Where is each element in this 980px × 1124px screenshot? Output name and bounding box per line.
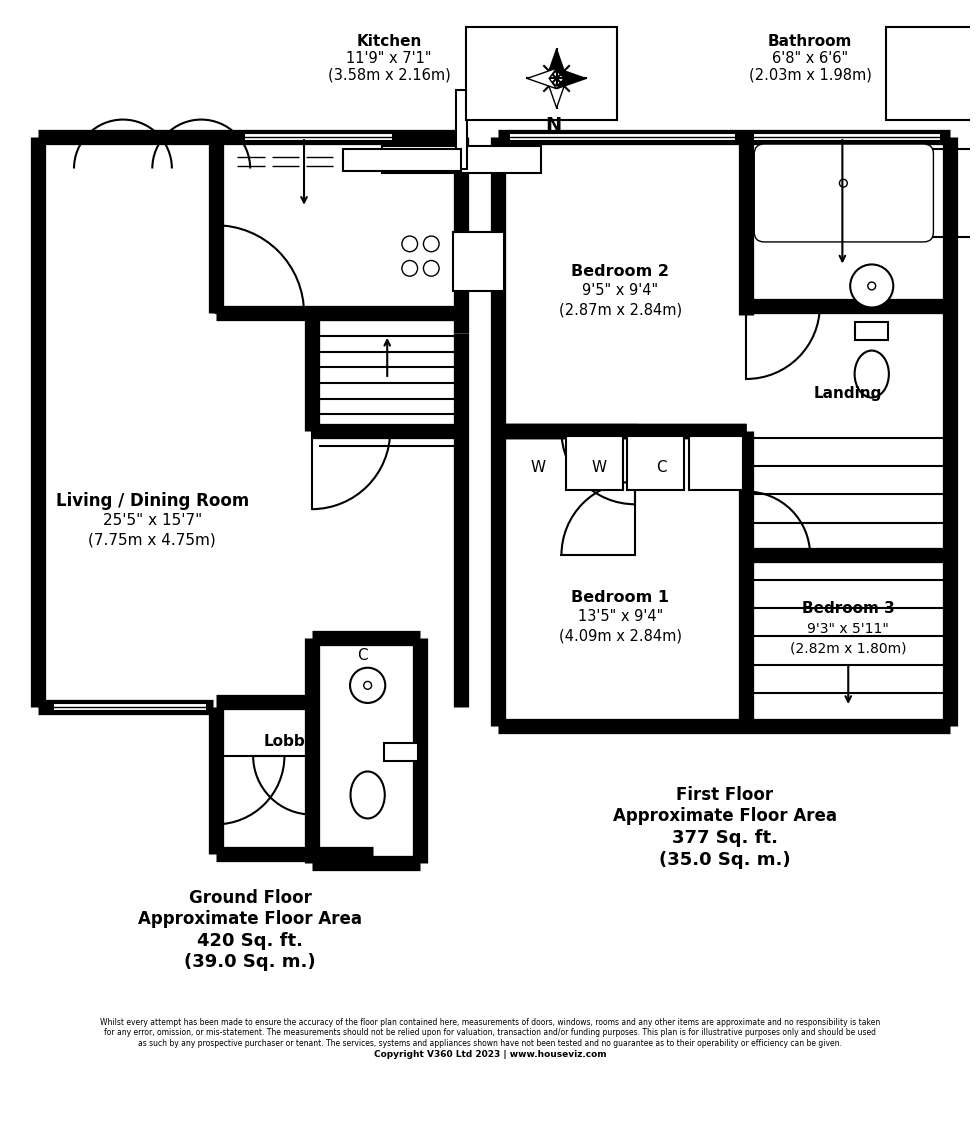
Text: W: W (591, 460, 607, 474)
Bar (760, 149, 928, 237)
Text: Living / Dining Room: Living / Dining Room (56, 492, 249, 510)
Text: 9'5" x 9'4": 9'5" x 9'4" (582, 283, 659, 298)
Text: Approximate Floor Area: Approximate Floor Area (612, 807, 837, 825)
Text: (35.0 Sq. m.): (35.0 Sq. m.) (660, 851, 791, 869)
Circle shape (402, 261, 417, 277)
Text: 420 Sq. ft.: 420 Sq. ft. (197, 932, 303, 950)
Polygon shape (527, 69, 557, 89)
Bar (510, 134, 735, 142)
Text: Kitchen: Kitchen (357, 34, 421, 48)
Circle shape (851, 264, 894, 308)
Polygon shape (546, 49, 566, 79)
Circle shape (350, 668, 385, 702)
Bar (928, 149, 980, 237)
Bar (689, 436, 743, 490)
Text: N: N (546, 116, 562, 135)
Text: (39.0 Sq. m.): (39.0 Sq. m.) (184, 953, 316, 971)
Text: 13'5" x 9'4": 13'5" x 9'4" (577, 609, 662, 624)
Circle shape (364, 681, 371, 689)
Bar (384, 743, 417, 761)
Text: (4.09m x 2.84m): (4.09m x 2.84m) (559, 629, 682, 644)
Circle shape (423, 261, 439, 277)
Text: (2.87m x 2.84m): (2.87m x 2.84m) (559, 303, 682, 318)
Text: 377 Sq. ft.: 377 Sq. ft. (672, 830, 778, 847)
Circle shape (423, 236, 439, 252)
Text: Ground Floor: Ground Floor (189, 889, 312, 907)
Circle shape (868, 282, 876, 290)
Text: Bedroom 2: Bedroom 2 (571, 264, 669, 279)
Text: Whilst every attempt has been made to ensure the accuracy of the floor plan cont: Whilst every attempt has been made to en… (100, 1018, 880, 1048)
Text: C: C (656, 460, 666, 474)
Text: W: W (530, 460, 546, 474)
Bar (343, 149, 461, 172)
Text: Landing: Landing (814, 387, 882, 401)
Bar (382, 146, 541, 173)
Text: C: C (358, 649, 368, 663)
FancyBboxPatch shape (755, 144, 933, 242)
Bar (466, 27, 617, 119)
Text: 25'5" x 15'7": 25'5" x 15'7" (103, 514, 202, 528)
Text: Lobby: Lobby (264, 734, 316, 749)
Text: (2.82m x 1.80m): (2.82m x 1.80m) (790, 641, 906, 655)
Text: 9'3" x 5'11": 9'3" x 5'11" (808, 622, 889, 635)
Circle shape (840, 180, 848, 187)
Text: (3.58m x 2.16m): (3.58m x 2.16m) (327, 67, 451, 82)
Bar (627, 436, 684, 490)
Bar (856, 323, 889, 339)
Bar (566, 436, 623, 490)
Bar (245, 134, 392, 142)
Text: Bedroom 1: Bedroom 1 (571, 590, 669, 605)
Bar (755, 134, 940, 142)
Text: (7.75m x 4.75m): (7.75m x 4.75m) (88, 533, 217, 549)
Ellipse shape (855, 351, 889, 398)
Bar (453, 233, 504, 291)
Text: First Floor: First Floor (676, 786, 773, 804)
Polygon shape (557, 69, 586, 89)
Bar (55, 702, 206, 710)
Text: Bedroom 3: Bedroom 3 (802, 601, 895, 616)
Text: (2.03m x 1.98m): (2.03m x 1.98m) (749, 67, 871, 82)
Bar (456, 90, 467, 169)
Text: Approximate Floor Area: Approximate Floor Area (138, 910, 363, 928)
Text: Bathroom: Bathroom (768, 34, 853, 48)
Bar (887, 27, 980, 119)
Ellipse shape (351, 771, 385, 818)
Text: Copyright V360 Ltd 2023 | www.houseviz.com: Copyright V360 Ltd 2023 | www.houseviz.c… (373, 1050, 607, 1059)
Polygon shape (546, 79, 566, 108)
Polygon shape (38, 137, 461, 707)
Text: 6'8" x 6'6": 6'8" x 6'6" (772, 52, 848, 66)
Text: 11'9" x 7'1": 11'9" x 7'1" (347, 52, 432, 66)
Circle shape (402, 236, 417, 252)
